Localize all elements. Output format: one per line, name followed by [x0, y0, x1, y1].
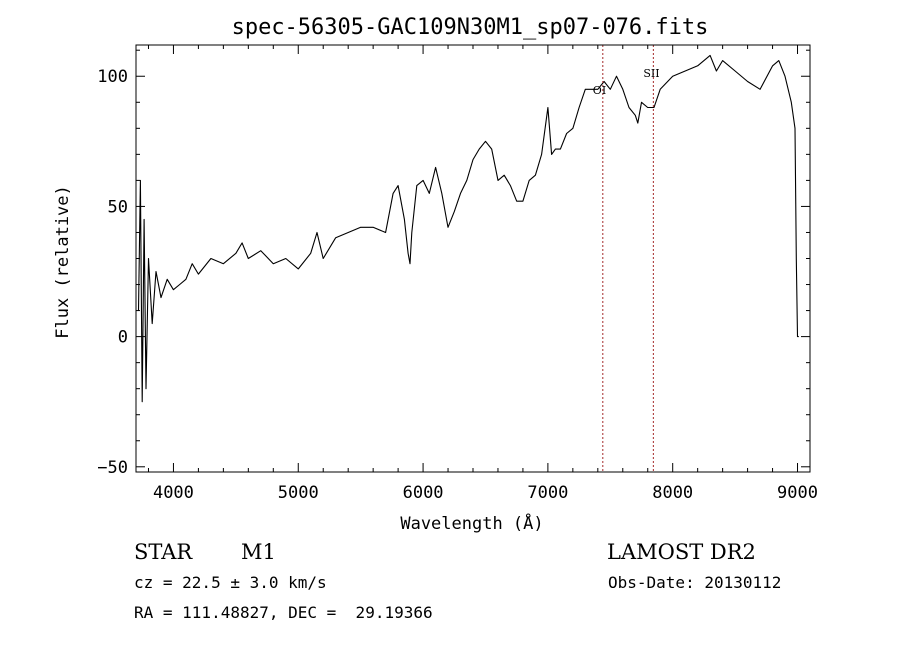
x-axis-label: Wavelength (Å)	[400, 512, 543, 534]
survey-name: LAMOST DR2	[607, 540, 756, 564]
plot-area: OI SII	[137, 45, 799, 472]
ra-dec-coords: RA = 111.48827, DEC = 29.19366	[134, 603, 433, 622]
y-tick-label: 100	[97, 67, 128, 87]
redshift-cz: cz = 22.5 ± 3.0 km/s	[134, 573, 327, 592]
marker-label-oi: OI	[593, 84, 606, 97]
x-tick-label: 6000	[403, 483, 444, 503]
x-tick-label: 8000	[652, 483, 693, 503]
axes: 4000 5000 6000 7000 8000 9000 −50 0 50 100	[97, 44, 818, 503]
object-type: STAR	[134, 540, 193, 564]
x-tick-label: 5000	[278, 483, 319, 503]
marker-label-sii: SII	[643, 67, 659, 80]
plot-frame	[135, 44, 811, 473]
x-tick-label: 4000	[153, 483, 194, 503]
spectrum-line-0	[137, 54, 799, 403]
y-tick-label: 50	[108, 197, 128, 217]
chart-title: spec-56305-GAC109N30M1_sp07-076.fits	[232, 15, 709, 40]
x-tick-label: 9000	[777, 483, 818, 503]
object-subclass: M1	[241, 540, 276, 564]
y-tick-label: −50	[97, 458, 128, 478]
x-tick-label: 7000	[527, 483, 568, 503]
obs-date: Obs-Date: 20130112	[608, 573, 782, 592]
y-tick-label: 0	[118, 328, 128, 348]
y-axis-label: Flux (relative)	[53, 185, 73, 339]
